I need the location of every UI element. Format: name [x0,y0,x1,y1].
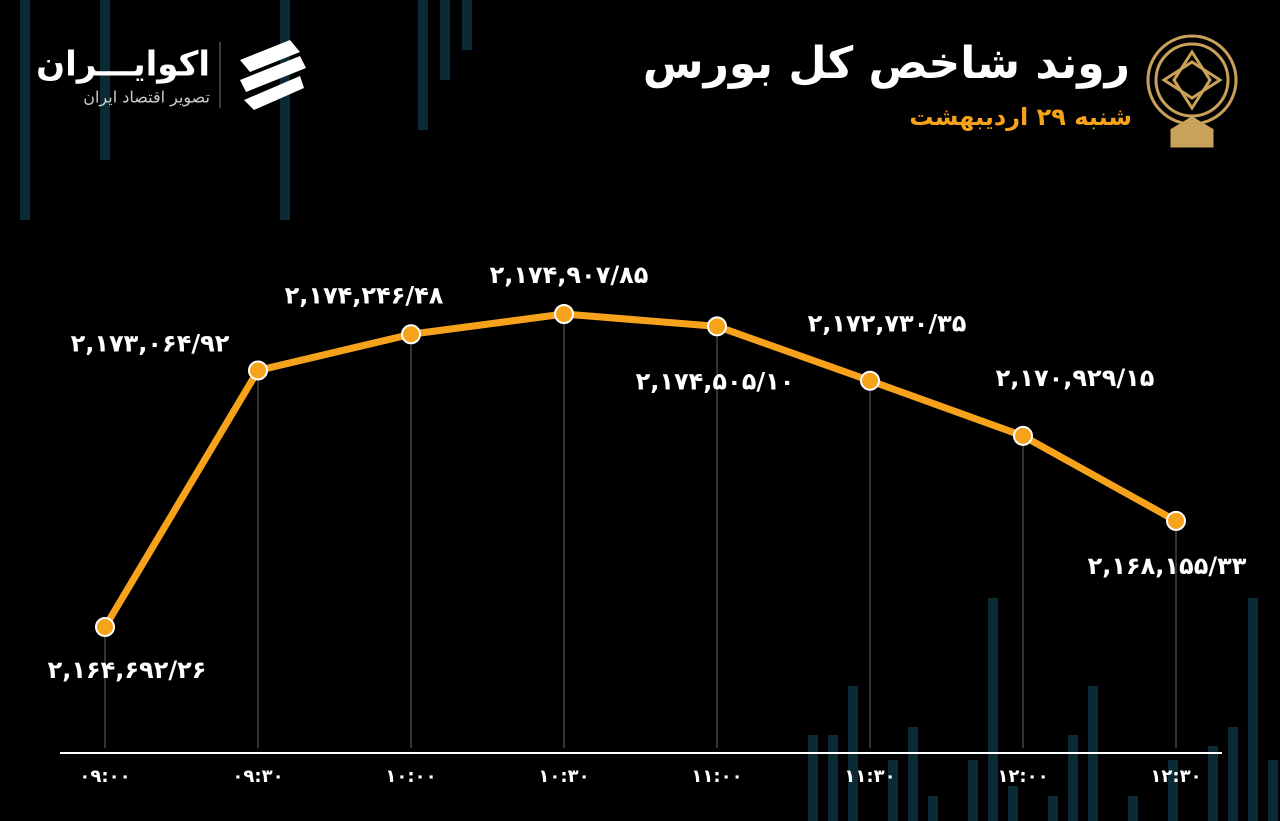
x-tick-label: ۰۹:۳۰ [232,766,283,787]
x-tick-label: ۱۲:۰۰ [997,766,1048,787]
data-label: ۲,۱۷۴,۹۰۷/۸۵ [490,261,649,289]
data-label: ۲,۱۷۰,۹۲۹/۱۵ [996,364,1155,392]
data-label: ۲,۱۷۳,۰۶۴/۹۲ [71,329,230,357]
data-label: ۲,۱۷۴,۵۰۵/۱۰ [636,367,795,395]
x-tick-label: ۰۹:۰۰ [79,766,130,787]
chart-title: روند شاخص کل بورس [643,38,1130,89]
x-tick-label: ۱۲:۳۰ [1150,766,1201,787]
brand-name: اکوایـــران [36,45,210,85]
emblem [1146,34,1238,148]
x-tick-label: ۱۱:۰۰ [691,766,742,787]
data-label: ۲,۱۷۲,۷۳۰/۳۵ [808,310,967,338]
data-point [248,360,268,381]
x-tick-label: ۱۱:۳۰ [844,766,895,787]
data-label: ۲,۱۷۴,۲۴۶/۴۸ [285,281,444,309]
x-tick-label: ۱۰:۰۰ [385,766,436,787]
data-point [401,324,421,345]
brand-tagline: تصویر اقتصاد ایران [83,88,210,108]
data-label: ۲,۱۶۴,۶۹۲/۲۶ [48,656,207,684]
data-point [860,370,880,391]
chart-subtitle: شنبه ۲۹ اردیبهشت [909,103,1132,131]
data-point [1166,510,1186,531]
data-point [707,316,727,337]
data-point [95,617,115,637]
data-point [554,304,574,324]
series-line [101,310,1178,629]
data-point [1013,425,1033,446]
background-bars [20,0,1278,821]
x-tick-label: ۱۰:۳۰ [538,766,589,787]
brand-logo [219,40,306,110]
data-label: ۲,۱۶۸,۱۵۵/۳۳ [1088,552,1247,580]
